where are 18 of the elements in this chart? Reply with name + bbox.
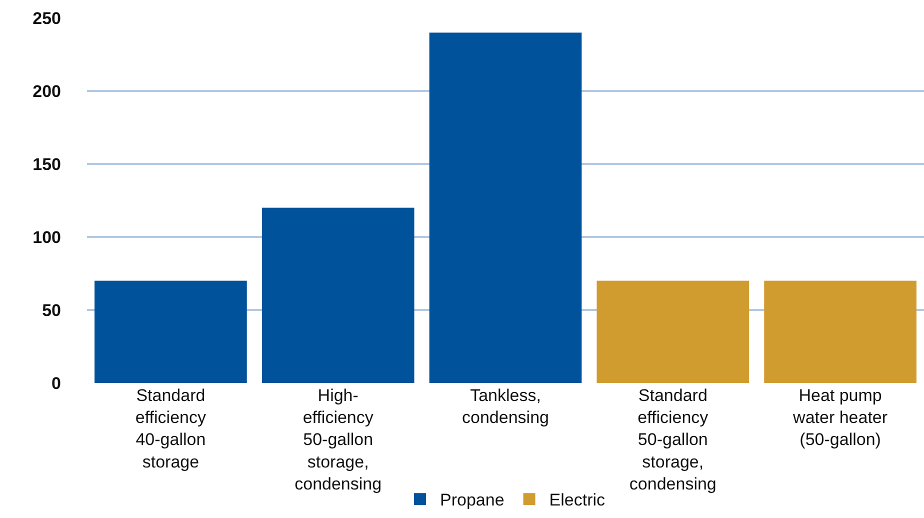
y-tick-label: 200 — [32, 82, 61, 101]
y-tick-label: 250 — [32, 8, 61, 28]
y-tick-label: 50 — [42, 300, 61, 320]
legend-label: Electric — [549, 490, 606, 510]
y-tick-label: 100 — [32, 228, 61, 247]
x-tick-label: Standard efficiency 50-gallon storage, condensing — [629, 386, 716, 494]
bar — [596, 280, 750, 383]
x-tick-label: Standard efficiency 40-gallon storage — [135, 386, 206, 472]
bar — [429, 32, 582, 383]
y-tick-label: 0 — [52, 374, 61, 393]
y-tick-label: 150 — [32, 154, 61, 174]
x-tick-label: Tankless, condensing — [462, 386, 549, 428]
bar — [94, 280, 247, 383]
x-tick-label: High-efficiency 50-gallon storage, condensing — [294, 386, 382, 494]
x-tick-label: Heat pump water heater (50-gallon) — [792, 386, 888, 450]
bar — [764, 280, 916, 383]
bar — [262, 208, 414, 383]
legend-label: Propane — [440, 490, 504, 510]
